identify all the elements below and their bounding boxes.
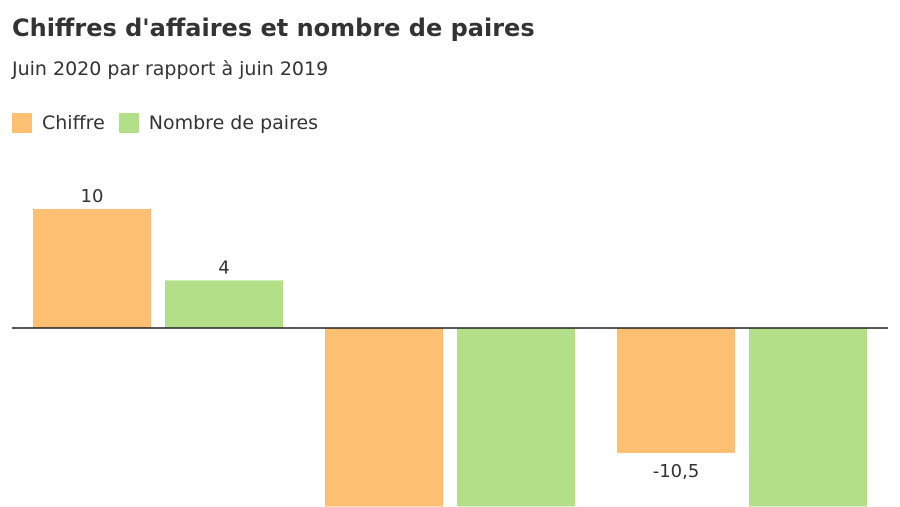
bar-chiffre-1	[33, 209, 151, 328]
bar-nombre-de-paires-3	[749, 328, 867, 507]
legend: Chiffre Nombre de paires	[12, 112, 332, 134]
legend-item-nombre-de-paires: Nombre de paires	[118, 112, 319, 134]
legend-label-nombre-de-paires: Nombre de paires	[148, 112, 319, 134]
chart-subtitle: Juin 2020 par rapport à juin 2019	[12, 58, 329, 80]
chart-title: Chiffres d'affaires et nombre de paires	[12, 14, 535, 42]
bar-nombre-de-paires-2	[457, 328, 575, 507]
legend-label-chiffre: Chiffre	[42, 112, 105, 134]
data-label-chiffre-1: 10	[81, 186, 104, 207]
legend-swatch-chiffre	[12, 113, 32, 133]
legend-swatch-nombre-de-paires	[118, 113, 139, 133]
legend-item-chiffre: Chiffre	[12, 112, 105, 134]
bar-nombre-de-paires-1	[165, 280, 283, 328]
bar-chiffre-2	[325, 328, 443, 507]
data-label-nombre-de-paires-1: 4	[218, 257, 229, 278]
data-label-chiffre-3: -10,5	[653, 461, 700, 482]
bar-chiffre-3	[617, 328, 735, 453]
